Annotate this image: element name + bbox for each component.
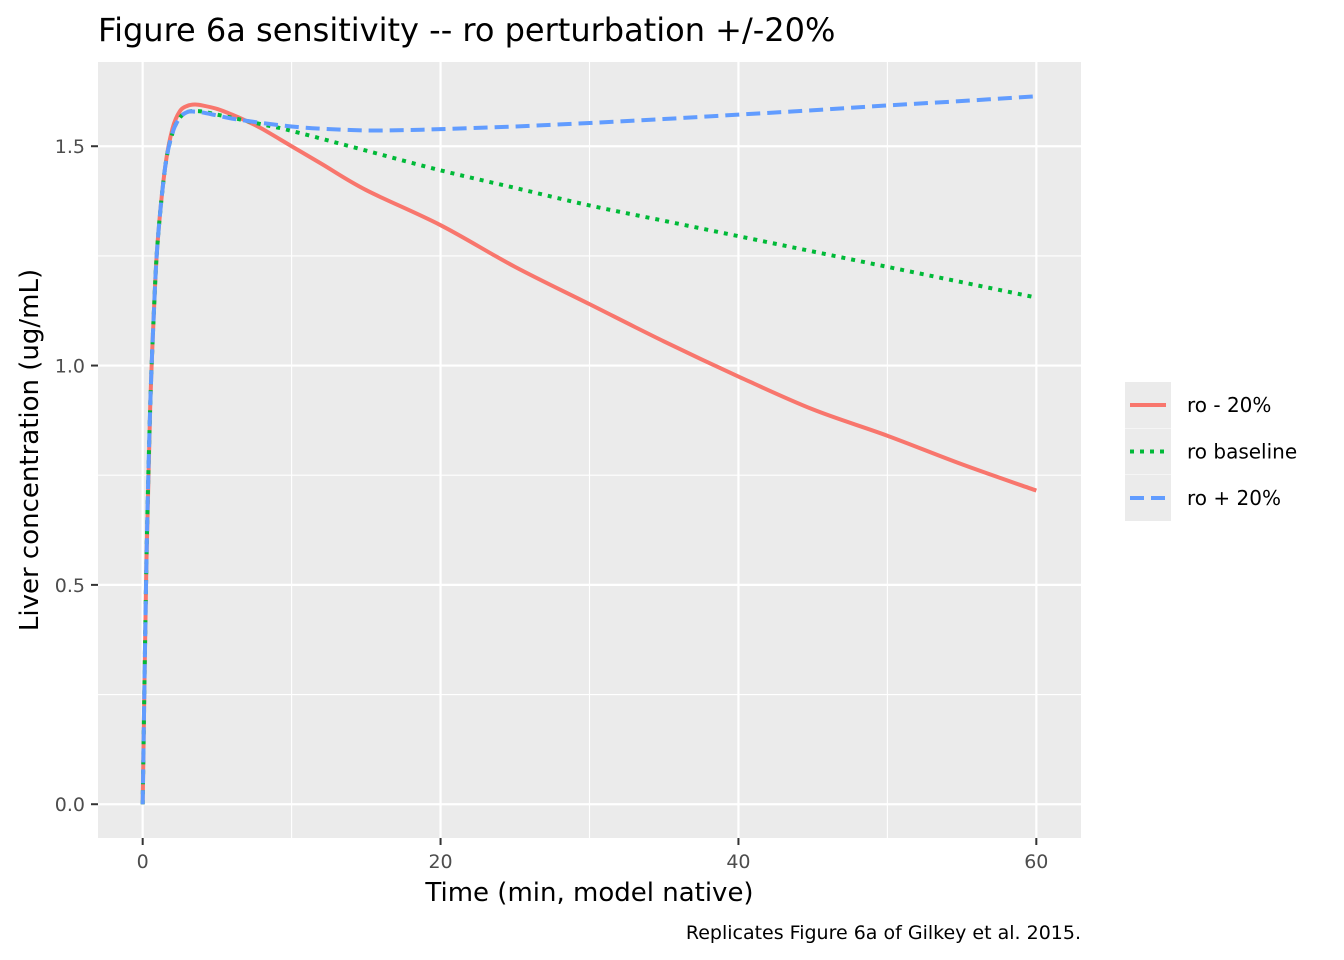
y-tick-label: 1.0 [55,356,85,378]
minor-gridlines [98,62,1081,838]
legend-label-ro-baseline: ro baseline [1187,440,1297,464]
y-tick-label: 0.5 [55,575,85,597]
legend: ro - 20% ro baseline ro + 20% [1125,382,1297,521]
x-axis: 0 20 40 60 [137,838,1048,873]
x-tick-label: 40 [726,851,750,873]
y-axis-title: Liver concentration (ug/mL) [15,269,45,631]
legend-label-ro-minus-20: ro - 20% [1187,393,1271,417]
legend-label-ro-plus-20: ro + 20% [1187,486,1281,510]
series-lines [140,94,1037,805]
x-axis-title: Time (min, model native) [424,878,753,908]
caption: Replicates Figure 6a of Gilkey et al. 20… [686,922,1081,944]
y-axis: 0.0 0.5 1.0 1.5 [55,136,98,816]
y-tick-label: 1.5 [55,136,85,158]
x-tick-label: 20 [428,851,452,873]
chart-title: Figure 6a sensitivity -- ro perturbation… [98,11,835,49]
x-tick-label: 0 [137,851,149,873]
series-line-ro-plus-20 [140,94,1037,805]
y-tick-label: 0.0 [55,794,85,816]
x-tick-label: 60 [1024,851,1048,873]
